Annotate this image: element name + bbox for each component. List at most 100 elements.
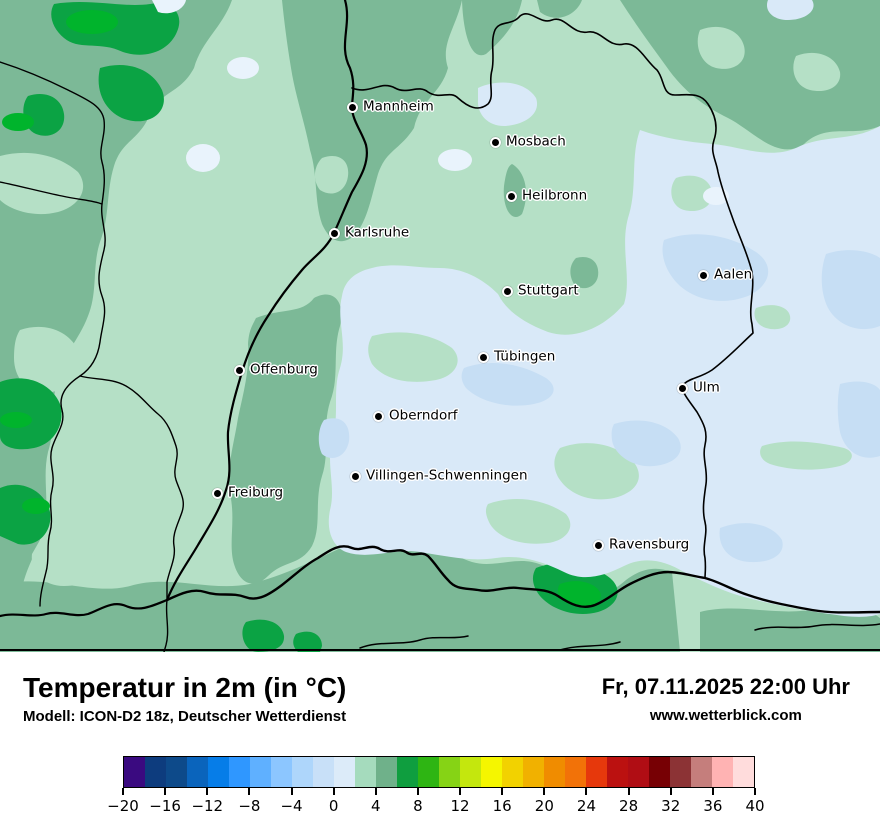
border-france-inner-1 [0,61,106,607]
colorbar-cell [544,757,565,787]
colorbar-cell [649,757,670,787]
colorbar-cell [439,757,460,787]
map-bright-green-spots [0,10,601,607]
map-canvas [0,0,880,652]
map-sage-regions [0,0,880,652]
city-label: Mosbach [506,133,566,150]
model-caption: Modell: ICON-D2 18z, Deutscher Wetterdie… [23,708,347,725]
city-label: Ulm [693,379,720,396]
city-label: Tübingen [494,348,556,365]
border-south-segments [359,623,880,651]
website-url: www.wetterblick.com [649,707,802,724]
border-bavaria [351,13,754,579]
valid-datetime: Fr, 07.11.2025 22:00 Uhr [601,674,850,699]
temperature-map: Mannheim Mosbach Heilbronn Karlsruhe Stuttga… [0,0,880,652]
header-right: Fr, 07.11.2025 22:00 Uhr www.wetterblick… [602,674,850,724]
city-label: Oberndorf [389,407,458,424]
map-pale-blue-region [328,0,880,617]
colorbar-tick [206,788,209,795]
city-dot-icon [350,471,361,482]
border-france-inner-2 [0,181,103,205]
colorbar-cell [376,757,397,787]
colorbar-tick [754,788,756,795]
colorbar-tick-label: 24 [576,797,596,815]
colorbar-tick-label: 4 [371,797,381,815]
city-dot-icon [329,228,340,239]
city-dot-icon [593,540,604,551]
colorbar-tick [122,788,124,795]
city-dot-icon [373,411,384,422]
colorbar-tick [585,788,588,795]
city-dot-icon [502,286,513,297]
colorbar-cell [250,757,271,787]
colorbar: −20 −16 −12 −8 −4 0 4 8 12 16 20 24 28 32 36 40 [107,756,765,818]
colorbar-cell [481,757,502,787]
city-label: Stuttgart [518,282,579,299]
colorbar-cell [523,757,544,787]
colorbar-tick [164,788,167,795]
city-label: Ravensburg [609,536,690,553]
colorbar-tick [332,788,335,795]
map-mint-islands [368,175,852,544]
colorbar-tick [669,788,672,795]
city-label: Mannheim [363,98,434,115]
colorbar-tick [416,788,419,795]
colorbar-tick [374,788,377,795]
colorbar-cell [334,757,355,787]
colorbar-cell [187,757,208,787]
city-dot-icon [677,383,688,394]
city-label: Aalen [714,266,753,283]
city-dot-icon [698,270,709,281]
header: Temperatur in 2m (in °C) Modell: ICON-D2… [0,664,880,738]
colorbar-cell [691,757,712,787]
border-jura [163,599,169,652]
colorbar-cell [418,757,439,787]
colorbar-tick-label: 40 [745,797,765,815]
colorbar-cell [712,757,733,787]
map-ice-patches [152,0,729,205]
city-dot-icon [506,191,517,202]
colorbar-cell [292,757,313,787]
colorbar-cell [313,757,334,787]
city-dot-icon [478,352,489,363]
colorbar-cell [586,757,607,787]
colorbar-tick-label: −4 [280,797,303,815]
colorbar-tick-label: −8 [238,797,261,815]
colorbar-tick-label: 16 [492,797,512,815]
city-label: Karlsruhe [345,224,410,241]
border-france-inner-3 [79,375,185,601]
colorbar-cell [460,757,481,787]
city-dot-icon [234,365,245,376]
colorbar-tick-label: 0 [328,797,339,815]
colorbar-cell [271,757,292,787]
colorbar-cell [355,757,376,787]
colorbar-cell [733,757,754,787]
colorbar-tick-label: 20 [534,797,554,815]
map-frame-bottom [0,649,880,651]
colorbar-tick [501,788,504,795]
map-green-regions [0,2,618,652]
colorbar-tick [711,788,714,795]
city-label: Freiburg [228,484,284,501]
colorbar-tick [459,788,462,795]
colorbar-cell [124,757,145,787]
city-label: Villingen-Schwenningen [366,467,528,484]
colorbar-tick-label: 28 [619,797,639,815]
city-dot-icon [490,137,501,148]
colorbar-tick-label: −20 [107,797,139,815]
colorbar-cell [145,757,166,787]
map-borders [0,0,880,652]
colorbar-cell [565,757,586,787]
colorbar-cells [123,756,755,788]
city-dot-icon [212,488,223,499]
colorbar-cell [397,757,418,787]
border-basel-west [0,598,169,618]
colorbar-cell [628,757,649,787]
page-title: Temperatur in 2m (in °C) [23,672,347,703]
colorbar-cell [670,757,691,787]
city-label: Offenburg [250,361,318,378]
city-label: Heilbronn [522,187,588,204]
colorbar-cell [607,757,628,787]
colorbar-cell [166,757,187,787]
colorbar-tick [543,788,546,795]
